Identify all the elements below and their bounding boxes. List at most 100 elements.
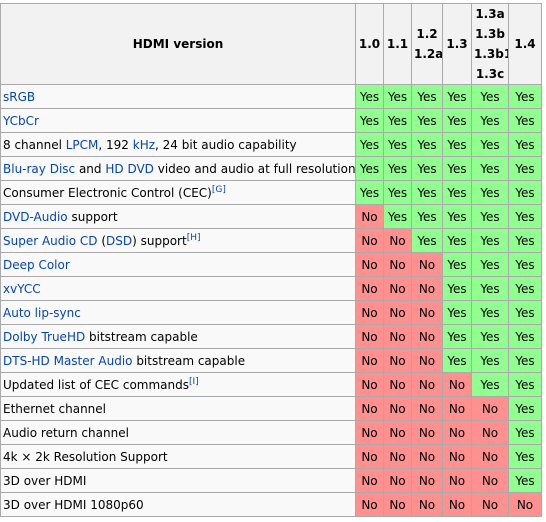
feature-cell: 3D over HDMI <box>0 468 356 493</box>
feature-text: support <box>67 209 118 224</box>
support-no-cell: No <box>383 444 412 469</box>
support-no-cell: No <box>355 204 384 229</box>
table-row: Super Audio CD (DSD) support[H] No No Yes Ye… <box>0 228 542 253</box>
support-yes-cell: Yes <box>508 276 542 301</box>
feature-cell: DVD-Audio support <box>0 204 356 229</box>
feature-text: 4k × 2k Resolution Support <box>3 449 168 464</box>
support-no-cell: No <box>355 276 384 301</box>
support-yes-cell: Yes <box>471 228 509 253</box>
support-no-cell: No <box>442 372 472 397</box>
support-yes-cell: Yes <box>508 108 542 133</box>
support-no-cell: No <box>508 492 542 517</box>
table-row: 4k × 2k Resolution Support No No No No No Yes <box>0 444 542 469</box>
support-no-cell: No <box>355 444 384 469</box>
version-header-1-3: 1.3 <box>442 3 472 85</box>
feature-column-header: HDMI version <box>0 3 356 85</box>
feature-text: 3D over HDMI <box>3 473 87 488</box>
feature-text: , 192 <box>98 137 133 152</box>
support-yes-cell: Yes <box>383 84 412 109</box>
feature-cell: Dolby TrueHD bitstream capable <box>0 324 356 349</box>
support-yes-cell: Yes <box>508 132 542 157</box>
support-no-cell: No <box>383 324 412 349</box>
support-yes-cell: Yes <box>355 84 384 109</box>
support-yes-cell: Yes <box>508 420 542 445</box>
feature-link[interactable]: DTS-HD Master Audio <box>3 353 133 368</box>
support-no-cell: No <box>383 492 412 517</box>
table-row: DVD-Audio support No Yes Yes Yes Yes Yes <box>0 204 542 229</box>
support-yes-cell: Yes <box>471 180 509 205</box>
support-yes-cell: Yes <box>471 372 509 397</box>
table-body: sRGB Yes Yes Yes Yes Yes Yes YCbCr Yes Yes Yes Yes Y… <box>0 84 542 517</box>
header-row: HDMI version 1.0 1.1 1.2 1.2a 1.3 1.3a 1… <box>0 3 542 85</box>
support-yes-cell: Yes <box>442 324 472 349</box>
support-no-cell: No <box>442 492 472 517</box>
support-yes-cell: Yes <box>383 156 412 181</box>
support-no-cell: No <box>383 372 412 397</box>
support-yes-cell: Yes <box>442 108 472 133</box>
support-yes-cell: Yes <box>471 276 509 301</box>
support-yes-cell: Yes <box>508 348 542 373</box>
support-no-cell: No <box>442 420 472 445</box>
version-header-1-1: 1.1 <box>383 3 412 85</box>
feature-text: video and audio at full resolution <box>153 161 356 176</box>
version-label: 1.3c <box>475 67 505 81</box>
support-yes-cell: Yes <box>411 180 443 205</box>
support-yes-cell: Yes <box>508 372 542 397</box>
feature-link[interactable]: Super Audio CD <box>3 233 98 248</box>
support-no-cell: No <box>442 396 472 421</box>
support-yes-cell: Yes <box>508 396 542 421</box>
table-row: 3D over HDMI 1080p60 No No No No No No <box>0 492 542 517</box>
feature-cell: Blu-ray Disc and HD DVD video and audio … <box>0 156 356 181</box>
feature-link[interactable]: HD DVD <box>105 161 154 176</box>
feature-link[interactable]: LPCM <box>65 137 99 152</box>
table-row: Auto lip-sync No No No Yes Yes Yes <box>0 300 542 325</box>
support-no-cell: No <box>383 396 412 421</box>
version-header-1-2: 1.2 1.2a <box>411 3 443 85</box>
support-no-cell: No <box>383 468 412 493</box>
feature-link[interactable]: DVD-Audio <box>3 209 68 224</box>
feature-link[interactable]: sRGB <box>3 89 36 104</box>
feature-link[interactable]: Auto lip-sync <box>3 305 81 320</box>
support-yes-cell: Yes <box>411 156 443 181</box>
feature-text: ) support <box>132 233 187 248</box>
version-label: 1.3b1 <box>474 47 509 61</box>
support-yes-cell: Yes <box>508 156 542 181</box>
support-no-cell: No <box>411 324 443 349</box>
feature-link[interactable]: Blu-ray Disc <box>3 161 76 176</box>
support-yes-cell: Yes <box>471 108 509 133</box>
support-yes-cell: Yes <box>508 324 542 349</box>
feature-cell: Deep Color <box>0 252 356 277</box>
feature-link[interactable]: kHz <box>132 137 156 152</box>
support-yes-cell: Yes <box>471 84 509 109</box>
feature-link[interactable]: Dolby TrueHD <box>3 329 86 344</box>
support-yes-cell: Yes <box>508 300 542 325</box>
feature-cell: YCbCr <box>0 108 356 133</box>
support-no-cell: No <box>383 252 412 277</box>
support-no-cell: No <box>411 420 443 445</box>
footnote-ref-link[interactable]: [H] <box>186 232 201 243</box>
footnote-ref-link[interactable]: [G] <box>211 184 226 195</box>
support-no-cell: No <box>355 492 384 517</box>
support-no-cell: No <box>383 348 412 373</box>
support-yes-cell: Yes <box>471 252 509 277</box>
support-no-cell: No <box>471 396 509 421</box>
support-no-cell: No <box>442 468 472 493</box>
table-row: sRGB Yes Yes Yes Yes Yes Yes <box>0 84 542 109</box>
footnote-ref-link[interactable]: [I] <box>189 376 199 387</box>
feature-link[interactable]: DSD <box>106 233 133 248</box>
feature-link[interactable]: Deep Color <box>3 257 70 272</box>
table-row: DTS-HD Master Audio bitstream capable No N… <box>0 348 542 373</box>
feature-link[interactable]: YCbCr <box>3 113 39 128</box>
support-yes-cell: Yes <box>411 228 443 253</box>
support-yes-cell: Yes <box>383 108 412 133</box>
support-no-cell: No <box>355 420 384 445</box>
support-no-cell: No <box>471 468 509 493</box>
support-no-cell: No <box>355 324 384 349</box>
support-yes-cell: Yes <box>355 156 384 181</box>
feature-link[interactable]: xvYCC <box>3 281 41 296</box>
support-yes-cell: Yes <box>508 84 542 109</box>
support-no-cell: No <box>383 300 412 325</box>
table-row: Audio return channel No No No No No Yes <box>0 420 542 445</box>
feature-cell: Updated list of CEC commands[I] <box>0 372 356 397</box>
support-no-cell: No <box>355 252 384 277</box>
